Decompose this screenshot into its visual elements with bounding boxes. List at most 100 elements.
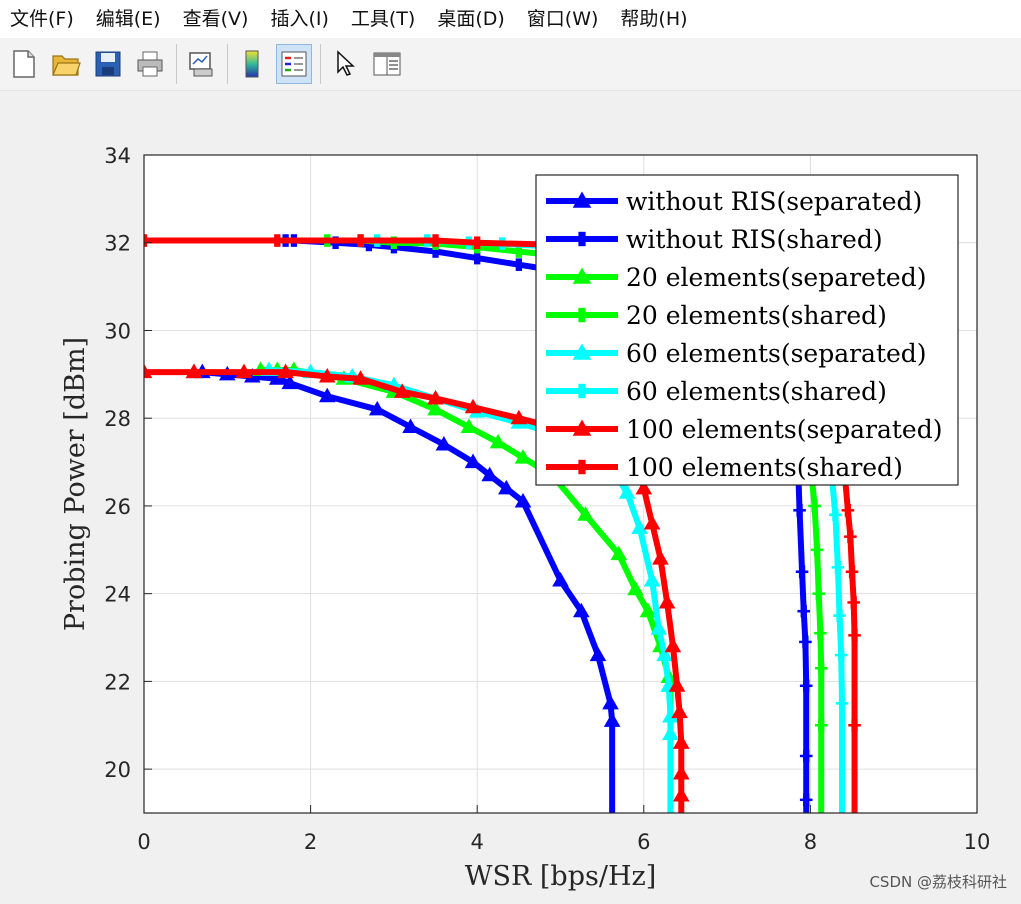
- square-marker: [799, 793, 813, 807]
- square-marker: [814, 661, 828, 675]
- triangle-marker: [643, 514, 661, 530]
- legend-item[interactable]: 100 elements(separated): [546, 415, 942, 444]
- x-tick-label: 8: [804, 830, 817, 854]
- legend-item[interactable]: 20 elements(shared): [546, 301, 887, 330]
- triangle-marker: [318, 387, 336, 403]
- triangle-marker: [656, 646, 673, 662]
- triangle-marker: [460, 418, 478, 433]
- triangle-marker: [672, 786, 690, 802]
- triangle-marker: [664, 637, 682, 653]
- menu-item-5[interactable]: 桌面(D): [437, 8, 505, 30]
- triangle-marker: [668, 677, 686, 692]
- y-tick-label: 24: [104, 583, 131, 607]
- axes-box: [143, 154, 978, 814]
- square-marker: [512, 245, 526, 258]
- legend-label: 60 elements(shared): [626, 377, 887, 406]
- new-file-icon[interactable]: [6, 44, 42, 84]
- square-marker: [831, 561, 845, 574]
- menu-item-0[interactable]: 文件(F): [10, 8, 74, 30]
- triangle-marker: [610, 545, 628, 561]
- pointer-icon[interactable]: [327, 44, 363, 84]
- triangle-marker: [618, 484, 636, 499]
- square-marker: [844, 530, 857, 543]
- figure-canvas: 0 2 4 6 8 10 20 22 24 26 28 30 32 34 WSR [bps/Hz] Pro…: [0, 91, 1021, 900]
- x-tick-label: 10: [964, 830, 991, 854]
- square-marker: [362, 238, 376, 252]
- print-icon[interactable]: [132, 44, 168, 84]
- triangle-marker: [427, 389, 444, 405]
- square-marker: [834, 648, 848, 662]
- watermark: CSDN @荔枝科研社: [869, 873, 1007, 891]
- square-marker: [144, 234, 151, 247]
- triangle-marker: [627, 580, 644, 596]
- triangle-marker: [643, 571, 661, 587]
- square-marker: [429, 245, 442, 258]
- triangle-marker: [658, 593, 676, 609]
- triangle-marker: [144, 363, 153, 379]
- menu-item-7[interactable]: 帮助(H): [620, 8, 688, 30]
- square-marker: [814, 718, 828, 732]
- triangle-marker: [352, 370, 369, 385]
- save-icon[interactable]: [90, 44, 126, 84]
- triangle-marker: [368, 400, 386, 416]
- legend-label: 60 elements(separated): [626, 339, 927, 368]
- menu-item-3[interactable]: 插入(I): [270, 8, 329, 30]
- legend-item[interactable]: 100 elements(shared): [546, 453, 903, 482]
- triangle-marker: [652, 550, 669, 565]
- square-marker: [810, 543, 824, 557]
- x-axis-label: WSR [bps/Hz]: [465, 861, 657, 892]
- square-marker: [808, 499, 821, 513]
- square-marker: [574, 307, 590, 323]
- square-marker: [848, 629, 861, 642]
- square-marker: [470, 236, 484, 250]
- square-marker: [812, 587, 826, 600]
- square-marker: [845, 565, 859, 579]
- menu-item-4[interactable]: 工具(T): [350, 8, 416, 30]
- square-marker: [795, 565, 809, 579]
- legend-label: 100 elements(separated): [626, 415, 942, 444]
- y-tick-label: 32: [104, 232, 131, 256]
- menu-item-2[interactable]: 查看(V): [182, 8, 249, 30]
- link-plot-icon[interactable]: [183, 44, 219, 84]
- legend-icon[interactable]: [276, 44, 312, 84]
- square-marker: [799, 749, 813, 763]
- square-marker: [847, 596, 861, 609]
- legend-item[interactable]: 60 elements(separated): [546, 339, 927, 368]
- triangle-marker: [672, 734, 690, 749]
- triangle-marker: [552, 571, 569, 587]
- triangle-marker: [589, 646, 607, 662]
- menu-item-6[interactable]: 窗口(W): [526, 8, 599, 30]
- triangle-marker: [672, 765, 690, 780]
- y-axis-label: Probing Power [dBm]: [60, 337, 91, 631]
- triangle-marker: [602, 694, 619, 710]
- y-tick-label: 20: [104, 758, 131, 782]
- legend-label: 100 elements(shared): [626, 453, 903, 482]
- toolbar-separator: [176, 44, 177, 84]
- triangle-marker: [573, 602, 590, 618]
- menu-bar: 文件(F) 编辑(E) 查看(V) 插入(I) 工具(T) 桌面(D) 窗口(W) 帮助(H): [0, 0, 1021, 38]
- x-tick-label: 4: [471, 830, 484, 854]
- legend-item[interactable]: without RIS(shared): [546, 225, 883, 254]
- legend-label: without RIS(separated): [626, 187, 922, 216]
- legend[interactable]: without RIS(separated) without RIS(shared…: [535, 174, 959, 486]
- menu-item-1[interactable]: 编辑(E): [95, 8, 161, 30]
- open-folder-icon[interactable]: [48, 44, 84, 84]
- y-tick-label: 28: [104, 407, 131, 431]
- legend-item[interactable]: 20 elements(separeted): [546, 263, 926, 292]
- legend-label: without RIS(shared): [626, 225, 883, 254]
- x-tick-label: 6: [637, 830, 650, 854]
- legend-item[interactable]: 60 elements(shared): [546, 377, 887, 406]
- colorbar-icon[interactable]: [234, 44, 270, 84]
- square-marker: [835, 697, 849, 710]
- toolbar: [0, 38, 1021, 91]
- square-marker: [354, 234, 367, 247]
- square-marker: [574, 231, 590, 247]
- legend-item[interactable]: without RIS(separated): [546, 187, 922, 216]
- triangle-marker: [635, 479, 653, 495]
- triangle-marker: [572, 419, 592, 436]
- property-editor-icon[interactable]: [369, 44, 405, 84]
- square-marker: [793, 504, 806, 517]
- triangle-marker: [481, 466, 498, 482]
